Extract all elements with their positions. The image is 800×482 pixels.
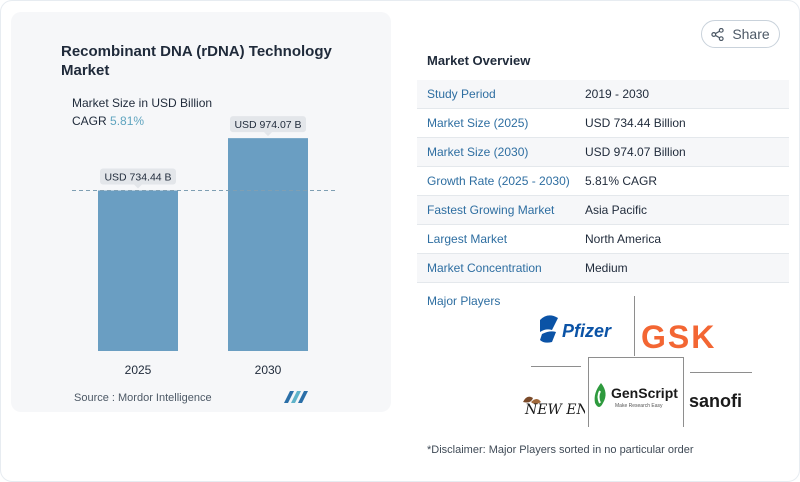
overview-label: Market Size (2025): [427, 116, 529, 130]
new-england-biolabs-logo: NEW ENGLAND BioLabs Inc.: [523, 396, 585, 418]
bar-chart: USD 734.44 B 2025 USD 974.07 B 2030: [72, 116, 338, 377]
cagr-label: CAGR: [72, 114, 107, 128]
genscript-tagline: Make Research Easy: [615, 403, 663, 409]
data-label: USD 734.44 B: [104, 172, 171, 184]
pfizer-logo: Pfizer: [540, 315, 612, 343]
overview-value: Asia Pacific: [585, 203, 648, 217]
overview-label: Study Period: [427, 87, 496, 101]
overview-row-market-size-2030: Market Size (2030) USD 974.07 Billion: [417, 138, 789, 167]
data-label-pointer: [264, 132, 272, 137]
data-label-bg: [230, 116, 306, 133]
overview-value: USD 974.07 Billion: [585, 145, 686, 159]
market-overview-title: Market Overview: [427, 53, 531, 68]
overview-label: Market Size (2030): [427, 145, 529, 159]
share-icon: [711, 27, 724, 41]
overview-row-growth-rate: Growth Rate (2025 - 2030) 5.81% CAGR: [417, 167, 789, 196]
cagr-value: 5.81%: [110, 114, 145, 128]
overview-label: Fastest Growing Market: [427, 203, 555, 217]
overview-value: 5.81% CAGR: [585, 174, 658, 188]
overview-value: 2019 - 2030: [585, 87, 650, 101]
data-label: USD 974.07 B: [234, 119, 301, 131]
share-button[interactable]: Share: [701, 20, 780, 48]
bar-2025: [98, 190, 178, 351]
overview-row-fastest-growing: Fastest Growing Market Asia Pacific: [417, 196, 789, 225]
genscript-logo-text: GenScript: [611, 385, 678, 401]
grid-divider: [634, 296, 635, 356]
grid-divider: [588, 357, 589, 427]
overview-row-study-period: Study Period 2019 - 2030: [417, 80, 789, 109]
cagr-line: CAGR 5.81%: [72, 114, 144, 128]
chart-title: Recombinant DNA (rDNA) Technology Market: [61, 43, 332, 79]
sanofi-logo: sanofi: [689, 391, 743, 411]
genscript-logo: GenScript Make Research Easy: [594, 383, 678, 409]
overview-value: North America: [585, 232, 662, 246]
major-players-title: Major Players: [427, 294, 501, 308]
market-overview-table: Study Period 2019 - 2030 Market Size (20…: [417, 80, 789, 283]
overview-label: Largest Market: [427, 232, 508, 246]
pfizer-logo-text: Pfizer: [562, 321, 612, 341]
overview-row-market-size-2025: Market Size (2025) USD 734.44 Billion: [417, 109, 789, 138]
grid-divider: [683, 357, 684, 427]
disclaimer-text: *Disclaimer: Major Players sorted in no …: [427, 444, 694, 456]
share-label: Share: [732, 26, 770, 42]
grid-divider: [531, 366, 581, 367]
overview-value: USD 734.44 Billion: [585, 116, 686, 130]
grid-divider: [690, 372, 752, 373]
overview-row-market-concentration: Market Concentration Medium: [417, 254, 789, 283]
data-label-bg: [100, 168, 176, 185]
gsk-logo: GSK: [641, 320, 716, 354]
x-tick-label: 2030: [255, 363, 282, 377]
gsk-logo-text: GSK: [641, 320, 716, 354]
mordor-intelligence-logo-icon: [284, 391, 308, 403]
x-tick-label: 2025: [125, 363, 152, 377]
neb-logo-text: NEW ENGLAND BioLabs Inc.: [524, 402, 585, 418]
overview-label: Growth Rate (2025 - 2030): [427, 174, 570, 188]
bar-2030: [228, 138, 308, 351]
overview-value: Medium: [585, 261, 628, 275]
data-label-pointer: [134, 184, 142, 189]
overview-row-largest-market: Largest Market North America: [417, 225, 789, 254]
source-text: Source : Mordor Intelligence: [74, 392, 212, 404]
grid-divider: [588, 357, 684, 358]
chart-subtitle: Market Size in USD Billion: [72, 96, 213, 110]
chart-card: [11, 12, 391, 412]
overview-label: Market Concentration: [427, 261, 542, 275]
